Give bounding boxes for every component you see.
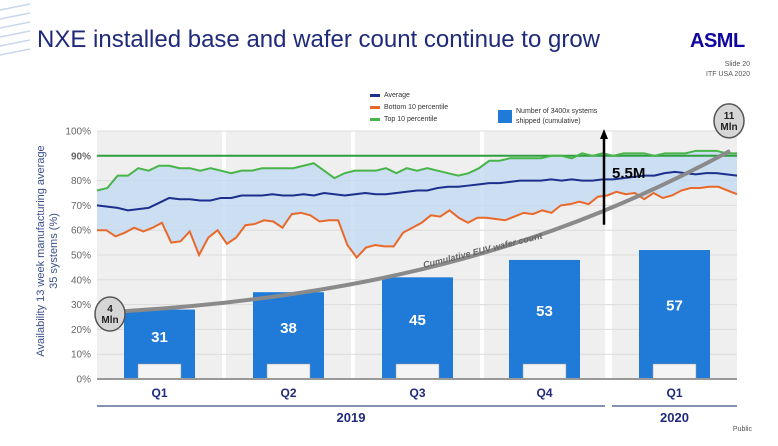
wafer-count-unit: Mln [720,122,737,133]
decorative-stripe [0,48,31,56]
y-tick-label: 10% [71,350,91,361]
legend-label: Bottom 10 percentile [384,104,448,111]
legend-swatch-bars [498,110,512,123]
system-icon [137,363,182,380]
event-label: ITF USA 2020 [706,71,750,78]
legend-swatch [370,118,380,121]
year-label: 2020 [660,410,689,425]
bar-value-label: 45 [409,312,426,329]
wafer-count-value: 11 [724,111,735,122]
classification-label: Public [732,426,752,433]
wafer-count-value: 4 [107,304,113,315]
y-tick-label: 80% [71,176,91,187]
legend-label: Number of 3400x systems [516,108,598,115]
series-line-bottom-10-percentile [97,185,738,260]
bar-value-label: 53 [536,303,553,320]
y-tick-label: 40% [71,275,91,286]
y-tick-label: 60% [71,226,91,237]
slide-title: NXE installed base and wafer count conti… [37,26,601,53]
legend-label: Average [384,92,410,99]
wafer-count-bubble-end [713,103,745,139]
bar-q4-3 [509,259,580,379]
wafer-count-unit: Mln [101,315,118,326]
x-tick-label: Q2 [280,386,296,400]
x-tick-label: Q4 [536,386,552,400]
system-icon [395,363,440,380]
percentile-band [97,150,737,258]
system-icon [266,363,311,380]
x-tick-label: Q3 [409,386,425,400]
y-tick-label: 90% [71,151,91,162]
y-tick-label: 30% [71,300,91,311]
bar-q1-4 [639,250,710,379]
bar-value-label: 57 [666,298,683,315]
bar-q3-2 [382,277,453,379]
legend-label: Top 10 percentile [384,116,437,123]
system-icon [652,363,697,380]
arrow-head-icon [600,129,608,139]
decorative-stripe [0,39,31,47]
year-label: 2019 [337,410,366,425]
slide-number: Slide 20 [724,61,750,68]
y-tick-label: 0% [77,375,92,386]
annotation-label: 5.5M [612,165,645,182]
system-icon [522,363,567,380]
wafer-count-bubble-start [94,296,126,332]
wafer-count-curve [109,149,731,315]
legend-label: shipped (cumulative) [516,118,581,125]
legend-swatch [370,106,380,109]
y-tick-label: 70% [71,201,91,212]
asml-logo: ASML [690,30,745,52]
decorative-stripe [0,30,31,38]
x-tick-label: Q1 [666,386,682,400]
series-line-top-10-percentile [96,149,737,192]
decorative-stripe [0,12,31,20]
y-axis-label: Availability 13 week manufacturing avera… [35,145,60,357]
bar-value-label: 38 [280,320,297,337]
decorative-stripe [0,3,31,11]
y-tick-label: 20% [71,325,91,336]
series-line-average [96,170,738,212]
x-tick-label: Q1 [151,386,167,400]
legend-swatch [370,94,380,97]
bar-value-label: 31 [151,329,168,346]
y-tick-label: 100% [65,127,91,138]
y-tick-label: 50% [71,251,91,262]
decorative-stripe [0,21,31,29]
